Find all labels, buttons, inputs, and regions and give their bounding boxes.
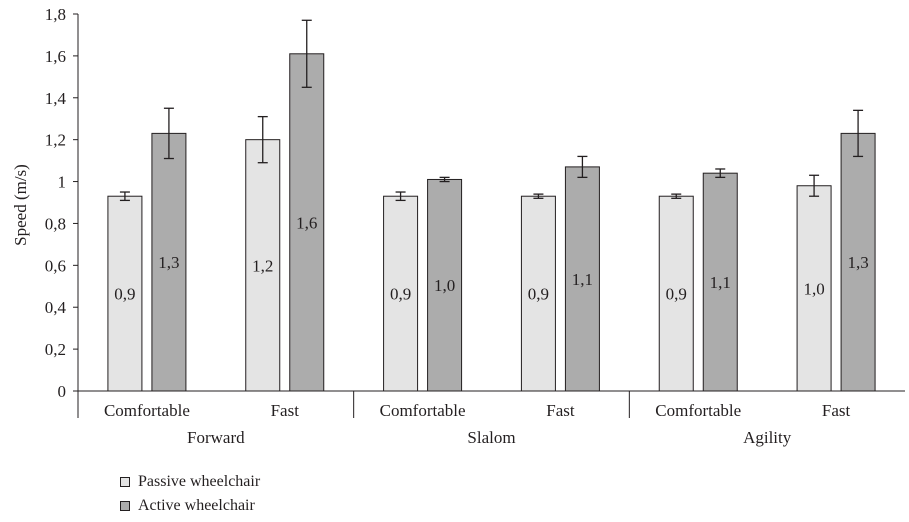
x-category-label: Fast — [271, 401, 300, 420]
bar-value-label: 0,9 — [114, 285, 135, 304]
bar-value-label: 0,9 — [390, 285, 411, 304]
bar-value-label: 1,1 — [710, 273, 731, 292]
legend-label-passive: Passive wheelchair — [138, 473, 261, 490]
bar-value-label: 1,1 — [572, 270, 593, 289]
bar-passive — [658, 195, 694, 392]
legend-item-passive: Passive wheelchair — [120, 470, 260, 494]
bar-passive — [520, 195, 556, 392]
bar-value-label: 1,6 — [296, 213, 317, 232]
y-tick-label: 1 — [58, 173, 67, 192]
bar-active — [289, 53, 325, 392]
x-group-label: Forward — [187, 428, 245, 447]
legend: Passive wheelchair Active wheelchair — [120, 470, 260, 518]
x-category-label: Comfortable — [104, 401, 190, 420]
bar-active — [564, 166, 600, 392]
legend-item-active: Active wheelchair — [120, 494, 260, 518]
bar-active — [151, 132, 187, 392]
bar-active — [702, 172, 738, 392]
y-tick-label: 1,8 — [45, 5, 66, 24]
legend-label-active: Active wheelchair — [138, 497, 255, 514]
y-tick-label: 1,2 — [45, 131, 66, 150]
x-category-label: Fast — [822, 401, 851, 420]
y-tick-label: 0,8 — [45, 214, 66, 233]
y-tick-label: 0,2 — [45, 340, 66, 359]
bar-value-label: 1,3 — [158, 253, 179, 272]
bar-value-label: 1,0 — [803, 279, 824, 298]
y-tick-label: 0,6 — [45, 256, 66, 275]
y-axis-label: Speed (m/s) — [11, 164, 30, 246]
x-group-label: Slalom — [467, 428, 515, 447]
y-tick-label: 0 — [58, 382, 67, 401]
bar-value-label: 1,2 — [252, 256, 273, 275]
bar-value-label: 0,9 — [666, 285, 687, 304]
x-category-label: Comfortable — [380, 401, 466, 420]
bar-active — [427, 178, 463, 392]
bar-value-label: 0,9 — [528, 285, 549, 304]
bar-value-label: 1,3 — [847, 253, 868, 272]
bar-chart: Speed (m/s) 0 0,2 0,4 0,6 0,8 1 1,2 1,4 1,6 1,8 0… — [11, 5, 905, 447]
x-category-label: Fast — [546, 401, 575, 420]
y-tick-label: 1,6 — [45, 47, 66, 66]
y-tick-label: 1,4 — [45, 89, 67, 108]
bar-value-label: 1,0 — [434, 276, 455, 295]
bar-active — [840, 132, 876, 392]
legend-swatch-active — [120, 501, 130, 511]
bar-passive — [796, 185, 832, 392]
legend-swatch-passive — [120, 477, 130, 487]
x-group-label: Agility — [743, 428, 792, 447]
bar-passive — [383, 195, 419, 392]
x-category-label: Comfortable — [655, 401, 741, 420]
y-tick-label: 0,4 — [45, 298, 67, 317]
